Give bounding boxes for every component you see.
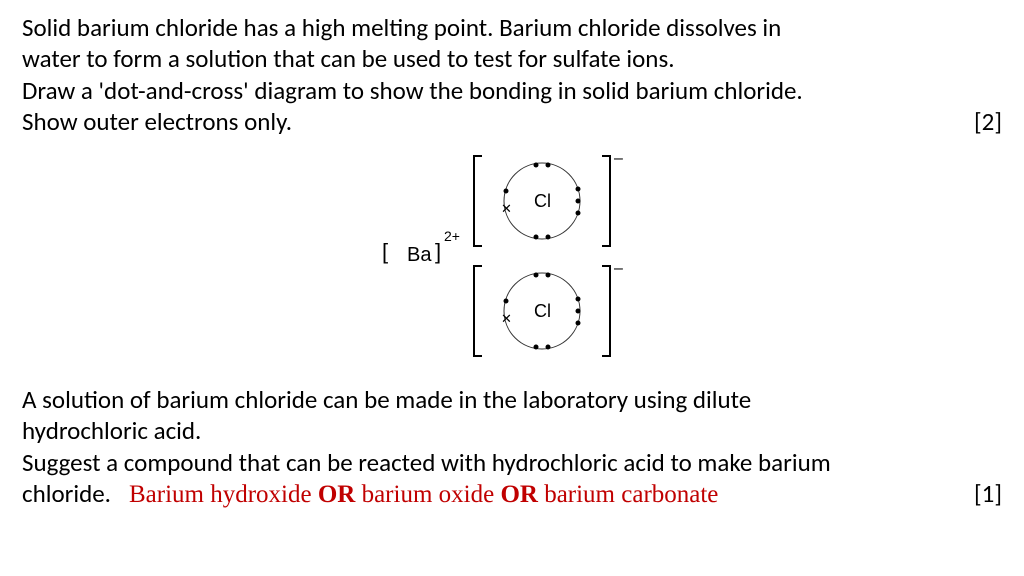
cl1-cross: ✕ — [501, 201, 512, 216]
cl2-bracket-right — [602, 266, 610, 356]
cl1-bracket-right — [602, 156, 610, 246]
answer-or2: OR — [500, 481, 538, 508]
cl-ion-bottom: – Cl ✕ — [474, 260, 623, 356]
answer-part1: Barium hydroxide — [129, 481, 318, 508]
q1-marks: [2] — [974, 106, 1002, 137]
answer-part3: barium carbonate — [538, 481, 718, 508]
cl1-label: Cl — [534, 191, 551, 211]
question1-block: Solid barium chloride has a high melting… — [22, 12, 1002, 137]
ba-ion: [ Ba ] 2+ — [382, 228, 460, 266]
ba-charge: 2+ — [444, 228, 460, 244]
cl1-charge: – — [614, 150, 623, 167]
q2-line1: A solution of barium chloride can be mad… — [22, 384, 1002, 415]
q2-line4: chloride. — [22, 478, 111, 509]
answer-text: Barium hydroxide OR barium oxide OR bari… — [129, 479, 718, 510]
q1-line1: Solid barium chloride has a high melting… — [22, 12, 1002, 43]
ba-bracket-right: ] — [435, 239, 441, 264]
q2-marks: [1] — [974, 478, 1002, 509]
cl2-cross: ✕ — [501, 311, 512, 326]
question2-block: A solution of barium chloride can be mad… — [22, 384, 1002, 510]
q1-line2: water to form a solution that can be use… — [22, 43, 1002, 74]
q1-line3: Draw a 'dot-and-cross' diagram to show t… — [22, 75, 1002, 106]
diagram-svg: [ Ba ] 2+ – Cl ✕ – — [352, 141, 672, 371]
q2-line3: Suggest a compound that can be reacted w… — [22, 447, 1002, 478]
ba-bracket-left: [ — [382, 239, 388, 264]
answer-or1: OR — [318, 481, 356, 508]
ba-label: Ba — [407, 244, 432, 266]
cl2-label: Cl — [534, 301, 551, 321]
q2-line2: hydrochloric acid. — [22, 415, 1002, 446]
cl-ion-top: – Cl ✕ — [474, 150, 623, 246]
answer-part2: barium oxide — [355, 481, 500, 508]
cl2-charge: – — [614, 260, 623, 277]
cl2-bracket-left — [474, 266, 482, 356]
dot-cross-diagram: [ Ba ] 2+ – Cl ✕ – — [22, 141, 1002, 376]
cl1-bracket-left — [474, 156, 482, 246]
q1-line4: Show outer electrons only. — [22, 106, 292, 137]
